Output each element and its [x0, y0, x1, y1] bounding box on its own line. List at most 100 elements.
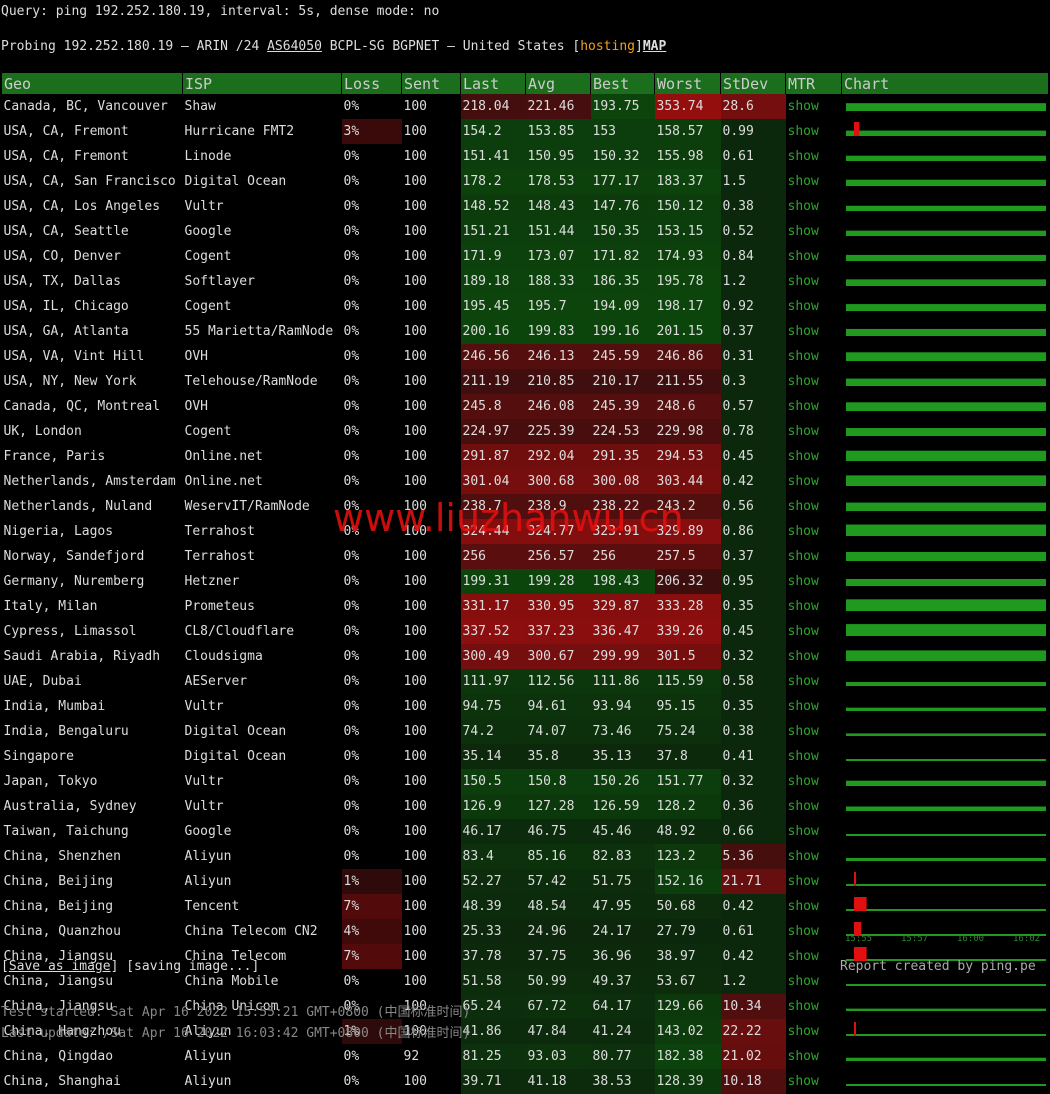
geo-cell: Canada, QC, Montreal: [3, 399, 161, 414]
avg-cell: 35.8: [525, 744, 591, 769]
sparkline: [845, 857, 1046, 861]
chart-cell: [842, 94, 1048, 119]
mtr-cell[interactable]: show: [787, 449, 819, 464]
mtr-cell[interactable]: show: [787, 749, 819, 764]
mtr-cell[interactable]: show: [787, 899, 819, 914]
mtr-cell[interactable]: show: [787, 999, 819, 1014]
geo-cell: Australia, Sydney: [3, 799, 137, 814]
mtr-cell[interactable]: show: [787, 599, 819, 614]
mtr-cell[interactable]: show: [787, 174, 819, 189]
sent-cell: 100: [403, 1024, 427, 1039]
loss-cell: 0%: [343, 274, 360, 289]
mtr-cell[interactable]: show: [787, 474, 819, 489]
mtr-cell[interactable]: show: [787, 149, 819, 164]
sparkline: [845, 682, 1046, 686]
map-link[interactable]: MAP: [642, 39, 667, 54]
mtr-cell[interactable]: show: [787, 199, 819, 214]
stdev-cell: 0.32: [720, 644, 786, 669]
mtr-cell[interactable]: show: [787, 524, 819, 539]
latency-bar: [845, 502, 1046, 511]
mtr-cell[interactable]: show: [787, 99, 819, 114]
mtr-cell[interactable]: show: [787, 324, 819, 339]
latency-bar: [845, 378, 1046, 386]
avg-cell: 221.46: [525, 94, 591, 119]
sparkline: [845, 551, 1046, 561]
chart-cell: [842, 469, 1048, 494]
mtr-cell[interactable]: show: [787, 724, 819, 739]
avg-cell: 150.8: [525, 769, 591, 794]
mtr-cell[interactable]: show: [787, 549, 819, 564]
stdev-cell: 21.02: [720, 1044, 786, 1069]
mtr-cell[interactable]: show: [787, 824, 819, 839]
avg-cell: 292.04: [525, 444, 591, 469]
mtr-cell[interactable]: show: [787, 574, 819, 589]
mtr-cell[interactable]: show: [787, 1024, 819, 1039]
mtr-cell[interactable]: show: [787, 974, 819, 989]
sent-cell: 100: [403, 699, 427, 714]
mtr-cell[interactable]: show: [787, 274, 819, 289]
worst-cell: 229.98: [654, 419, 721, 444]
last-cell: 218.04: [460, 94, 526, 119]
mtr-cell[interactable]: show: [787, 874, 819, 889]
mtr-cell[interactable]: show: [787, 249, 819, 264]
loss-mark: [853, 122, 859, 136]
sent-cell: 100: [403, 849, 427, 864]
sent-cell: 92: [403, 1049, 420, 1064]
latency-bar: [845, 1008, 1046, 1011]
best-cell: 24.17: [590, 919, 655, 944]
worst-cell: 153.15: [654, 219, 721, 244]
mtr-cell[interactable]: show: [787, 299, 819, 314]
loss-cell: 0%: [343, 724, 360, 739]
last-cell: 51.58: [460, 969, 526, 994]
result-row: USA, CA, San Francisco Digital Ocean 0% 100…: [2, 169, 1048, 194]
mtr-cell[interactable]: show: [787, 649, 819, 664]
mtr-cell[interactable]: show: [787, 849, 819, 864]
avg-cell: 67.72: [525, 994, 591, 1019]
worst-cell: 152.16: [654, 869, 721, 894]
avg-cell: 178.53: [525, 169, 591, 194]
mtr-cell[interactable]: show: [787, 949, 819, 964]
mtr-cell[interactable]: show: [787, 799, 819, 814]
latency-bar: [845, 984, 1046, 986]
mtr-cell[interactable]: show: [787, 424, 819, 439]
probing-text: ]: [634, 39, 643, 54]
geo-cell: China, Hangzhou: [3, 1024, 121, 1039]
last-cell: 291.87: [460, 444, 526, 469]
worst-cell: 174.93: [654, 244, 721, 269]
latency-bar: [845, 428, 1046, 436]
geo-cell: Italy, Milan: [3, 599, 98, 614]
asn-link[interactable]: AS64050: [267, 39, 322, 54]
isp-cell: Digital Ocean: [184, 749, 287, 764]
result-row: USA, IL, Chicago Cogent 0% 100 195.45 195.7 19…: [2, 294, 1048, 319]
stdev-cell: 1.2: [720, 269, 786, 294]
mtr-cell[interactable]: show: [787, 774, 819, 789]
best-cell: 49.37: [590, 969, 655, 994]
mtr-cell[interactable]: show: [787, 1049, 819, 1064]
save-link[interactable]: Save as image: [8, 959, 111, 974]
geo-cell: Cypress, Limassol: [3, 624, 137, 639]
mtr-cell[interactable]: show: [787, 624, 819, 639]
mtr-cell[interactable]: show: [787, 374, 819, 389]
results-table: Geo ISP Loss Sent Last Avg Best Worst StDev MTR Ch…: [1, 73, 1048, 1094]
isp-cell: Softlayer: [184, 274, 255, 289]
best-cell: 73.46: [590, 719, 655, 744]
mtr-cell[interactable]: show: [787, 699, 819, 714]
mtr-cell[interactable]: show: [787, 399, 819, 414]
worst-cell: 294.53: [654, 444, 721, 469]
mtr-cell[interactable]: show: [787, 124, 819, 139]
latency-bar: [845, 650, 1046, 661]
chart-cell: [842, 419, 1048, 444]
latency-bar: [845, 759, 1046, 761]
mtr-cell[interactable]: show: [787, 499, 819, 514]
stdev-cell: 0.41: [720, 744, 786, 769]
mtr-cell[interactable]: show: [787, 349, 819, 364]
mtr-cell[interactable]: show: [787, 224, 819, 239]
mtr-cell[interactable]: show: [787, 1074, 819, 1089]
loss-cell: 4%: [341, 919, 402, 944]
mtr-cell[interactable]: show: [787, 674, 819, 689]
sparkline: [845, 475, 1046, 486]
result-row: India, Mumbai Vultr 0% 100 94.75 94.61 93.94 95…: [2, 694, 1048, 719]
loss-cell: 0%: [343, 674, 360, 689]
best-cell: 51.75: [590, 869, 655, 894]
mtr-cell[interactable]: show: [787, 924, 819, 939]
